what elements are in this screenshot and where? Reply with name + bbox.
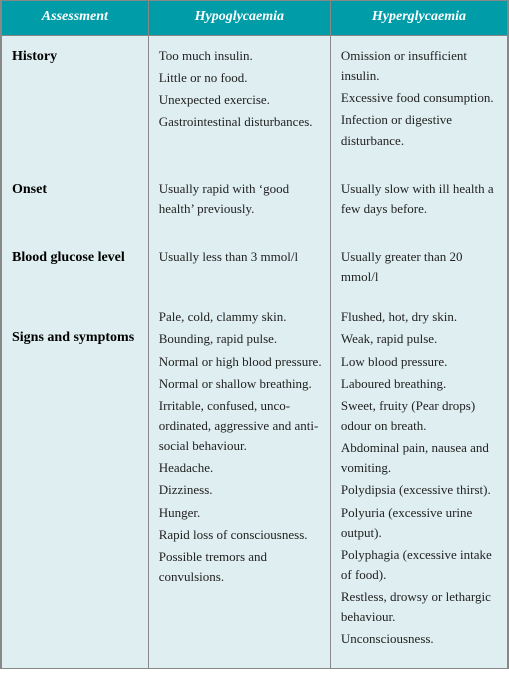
cell-text: Excessive food consumption. (341, 88, 499, 108)
cell-text: Unexpected exercise. (159, 90, 322, 110)
cell-text: Usually greater than 20 mmol/l (341, 247, 499, 287)
row-signs-symptoms: Signs and symptoms Pale, cold, clammy sk… (2, 305, 508, 667)
cell-text: Polyuria (excessive urine output). (341, 503, 499, 543)
cell-text: Normal or high blood pressure. (159, 352, 322, 372)
cell-text: Restless, drowsy or lethargic behaviour. (341, 587, 499, 627)
row-blood-glucose: Blood glucose level Usually less than 3 … (2, 237, 508, 305)
cell-text: Usually slow with ill health a few days … (341, 179, 499, 219)
label-history: History (2, 36, 149, 169)
cell-text: Gastrointestinal disturbances. (159, 112, 322, 132)
cell-text: Usually less than 3 mmol/l (159, 247, 322, 267)
cell-onset-hypo: Usually rapid with ‘good health’ previou… (148, 169, 330, 237)
cell-text: Irritable, confused, unco-ordinated, agg… (159, 396, 322, 456)
cell-text: Usually rapid with ‘good health’ previou… (159, 179, 322, 219)
cell-text: Polydipsia (excessive thirst). (341, 480, 499, 500)
cell-text: Omission or insufficient insulin. (341, 46, 499, 86)
table: Assessment Hypoglycaemia Hyperglycaemia … (1, 1, 508, 668)
cell-bgl-hypo: Usually less than 3 mmol/l (148, 237, 330, 305)
cell-text: Sweet, fruity (Pear drops) odour on brea… (341, 396, 499, 436)
cell-onset-hyper: Usually slow with ill health a few days … (330, 169, 507, 237)
cell-text: Weak, rapid pulse. (341, 329, 499, 349)
row-onset: Onset Usually rapid with ‘good health’ p… (2, 169, 508, 237)
header-hypoglycaemia: Hypoglycaemia (148, 1, 330, 36)
cell-text: Infection or digestive disturbance. (341, 110, 499, 150)
cell-text: Unconsciousness. (341, 629, 499, 649)
label-signs-symptoms: Signs and symptoms (2, 305, 149, 667)
cell-text: Possible tremors and convulsions. (159, 547, 322, 587)
cell-text: Dizziness. (159, 480, 322, 500)
cell-text: Rapid loss of consciousness. (159, 525, 322, 545)
cell-bgl-hyper: Usually greater than 20 mmol/l (330, 237, 507, 305)
cell-text: Too much insulin. (159, 46, 322, 66)
cell-text: Bounding, rapid pulse. (159, 329, 322, 349)
cell-text: Flushed, hot, dry skin. (341, 307, 499, 327)
cell-text: Headache. (159, 458, 322, 478)
cell-text: Little or no food. (159, 68, 322, 88)
header-row: Assessment Hypoglycaemia Hyperglycaemia (2, 1, 508, 36)
cell-signs-hypo: Pale, cold, clammy skin.Bounding, rapid … (148, 305, 330, 667)
cell-text: Normal or shallow breathing. (159, 374, 322, 394)
cell-history-hyper: Omission or insufficient insulin.Excessi… (330, 36, 507, 169)
label-onset: Onset (2, 169, 149, 237)
cell-history-hypo: Too much insulin.Little or no food.Unexp… (148, 36, 330, 169)
header-hyperglycaemia: Hyperglycaemia (330, 1, 507, 36)
comparison-table: Assessment Hypoglycaemia Hyperglycaemia … (0, 0, 509, 669)
header-assessment: Assessment (2, 1, 149, 36)
cell-text: Pale, cold, clammy skin. (159, 307, 322, 327)
cell-text: Low blood pressure. (341, 352, 499, 372)
label-blood-glucose: Blood glucose level (2, 237, 149, 305)
row-history: History Too much insulin.Little or no fo… (2, 36, 508, 169)
cell-text: Polyphagia (excessive intake of food). (341, 545, 499, 585)
cell-signs-hyper: Flushed, hot, dry skin.Weak, rapid pulse… (330, 305, 507, 667)
cell-text: Hunger. (159, 503, 322, 523)
cell-text: Laboured breathing. (341, 374, 499, 394)
cell-text: Abdominal pain, nausea and vomiting. (341, 438, 499, 478)
